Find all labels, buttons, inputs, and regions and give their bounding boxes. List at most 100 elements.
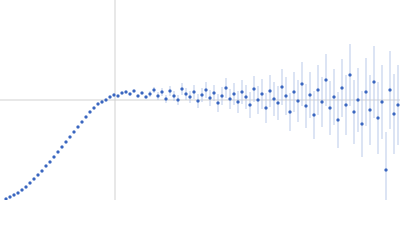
data-point [44,164,48,168]
data-point [348,73,352,77]
data-point [188,95,192,99]
data-point [308,93,312,97]
data-point [88,110,92,114]
data-point [84,115,88,119]
data-point [296,99,300,103]
data-point [124,90,128,94]
data-point [12,193,16,197]
data-point [280,85,284,89]
data-point [336,118,340,122]
data-point [132,89,136,93]
data-point [76,125,80,129]
data-point [68,135,72,139]
data-point [24,185,28,189]
data-point [152,88,156,92]
data-point [368,108,372,112]
data-point [184,92,188,96]
data-point [36,173,40,177]
data-point [196,99,200,103]
data-point [72,130,76,134]
data-point [60,145,64,149]
data-point [312,113,316,117]
data-point [28,181,32,185]
data-point [240,90,244,94]
data-point [300,82,304,86]
data-point [116,94,120,98]
data-point [156,94,160,98]
data-point [384,168,388,172]
data-point [248,103,252,107]
data-point [244,95,248,99]
data-point [80,120,84,124]
data-point [40,169,44,173]
chart [0,0,400,200]
data-point [288,110,292,114]
data-point [108,95,112,99]
data-point [48,160,52,164]
data-point [320,100,324,104]
data-point [104,98,108,102]
data-point [160,90,164,94]
data-point [112,93,116,97]
data-point [120,91,124,95]
data-point [364,90,368,94]
data-point [352,110,356,114]
data-point [372,80,376,84]
data-point [172,94,176,98]
data-point [56,150,60,154]
data-point [164,97,168,101]
data-point [264,106,268,110]
data-point [100,100,104,104]
data-point [220,94,224,98]
data-point [20,188,24,192]
data-point [268,89,272,93]
data-point [232,92,236,96]
data-point [260,92,264,96]
data-point [52,155,56,159]
data-point [356,98,360,102]
data-point [376,116,380,120]
data-point [4,197,8,200]
data-point [136,94,140,98]
data-point [272,97,276,101]
data-point [92,106,96,110]
data-point [252,87,256,91]
data-point [328,106,332,110]
data-point [192,90,196,94]
data-point [304,104,308,108]
data-point [16,191,20,195]
data-point [332,95,336,99]
data-point [64,140,68,144]
data-point [96,102,100,106]
data-point [8,195,12,199]
data-point [276,101,280,105]
data-point [284,94,288,98]
data-point [360,122,364,126]
data-point [212,91,216,95]
data-point [216,101,220,105]
data-point [388,88,392,92]
data-point [140,91,144,95]
data-point [392,112,396,116]
data-point [256,98,260,102]
data-point [204,88,208,92]
data-point [180,87,184,91]
data-point [340,86,344,90]
data-point [200,93,204,97]
data-point [144,95,148,99]
data-point [148,92,152,96]
data-point [236,100,240,104]
data-point [292,90,296,94]
data-point [228,97,232,101]
data-point [316,88,320,92]
data-point [396,103,400,107]
data-point [176,98,180,102]
data-point [208,96,212,100]
data-point [380,100,384,104]
data-point [32,177,36,181]
data-point [224,86,228,90]
data-point [324,78,328,82]
data-point [344,103,348,107]
data-point [128,92,132,96]
data-point [168,89,172,93]
